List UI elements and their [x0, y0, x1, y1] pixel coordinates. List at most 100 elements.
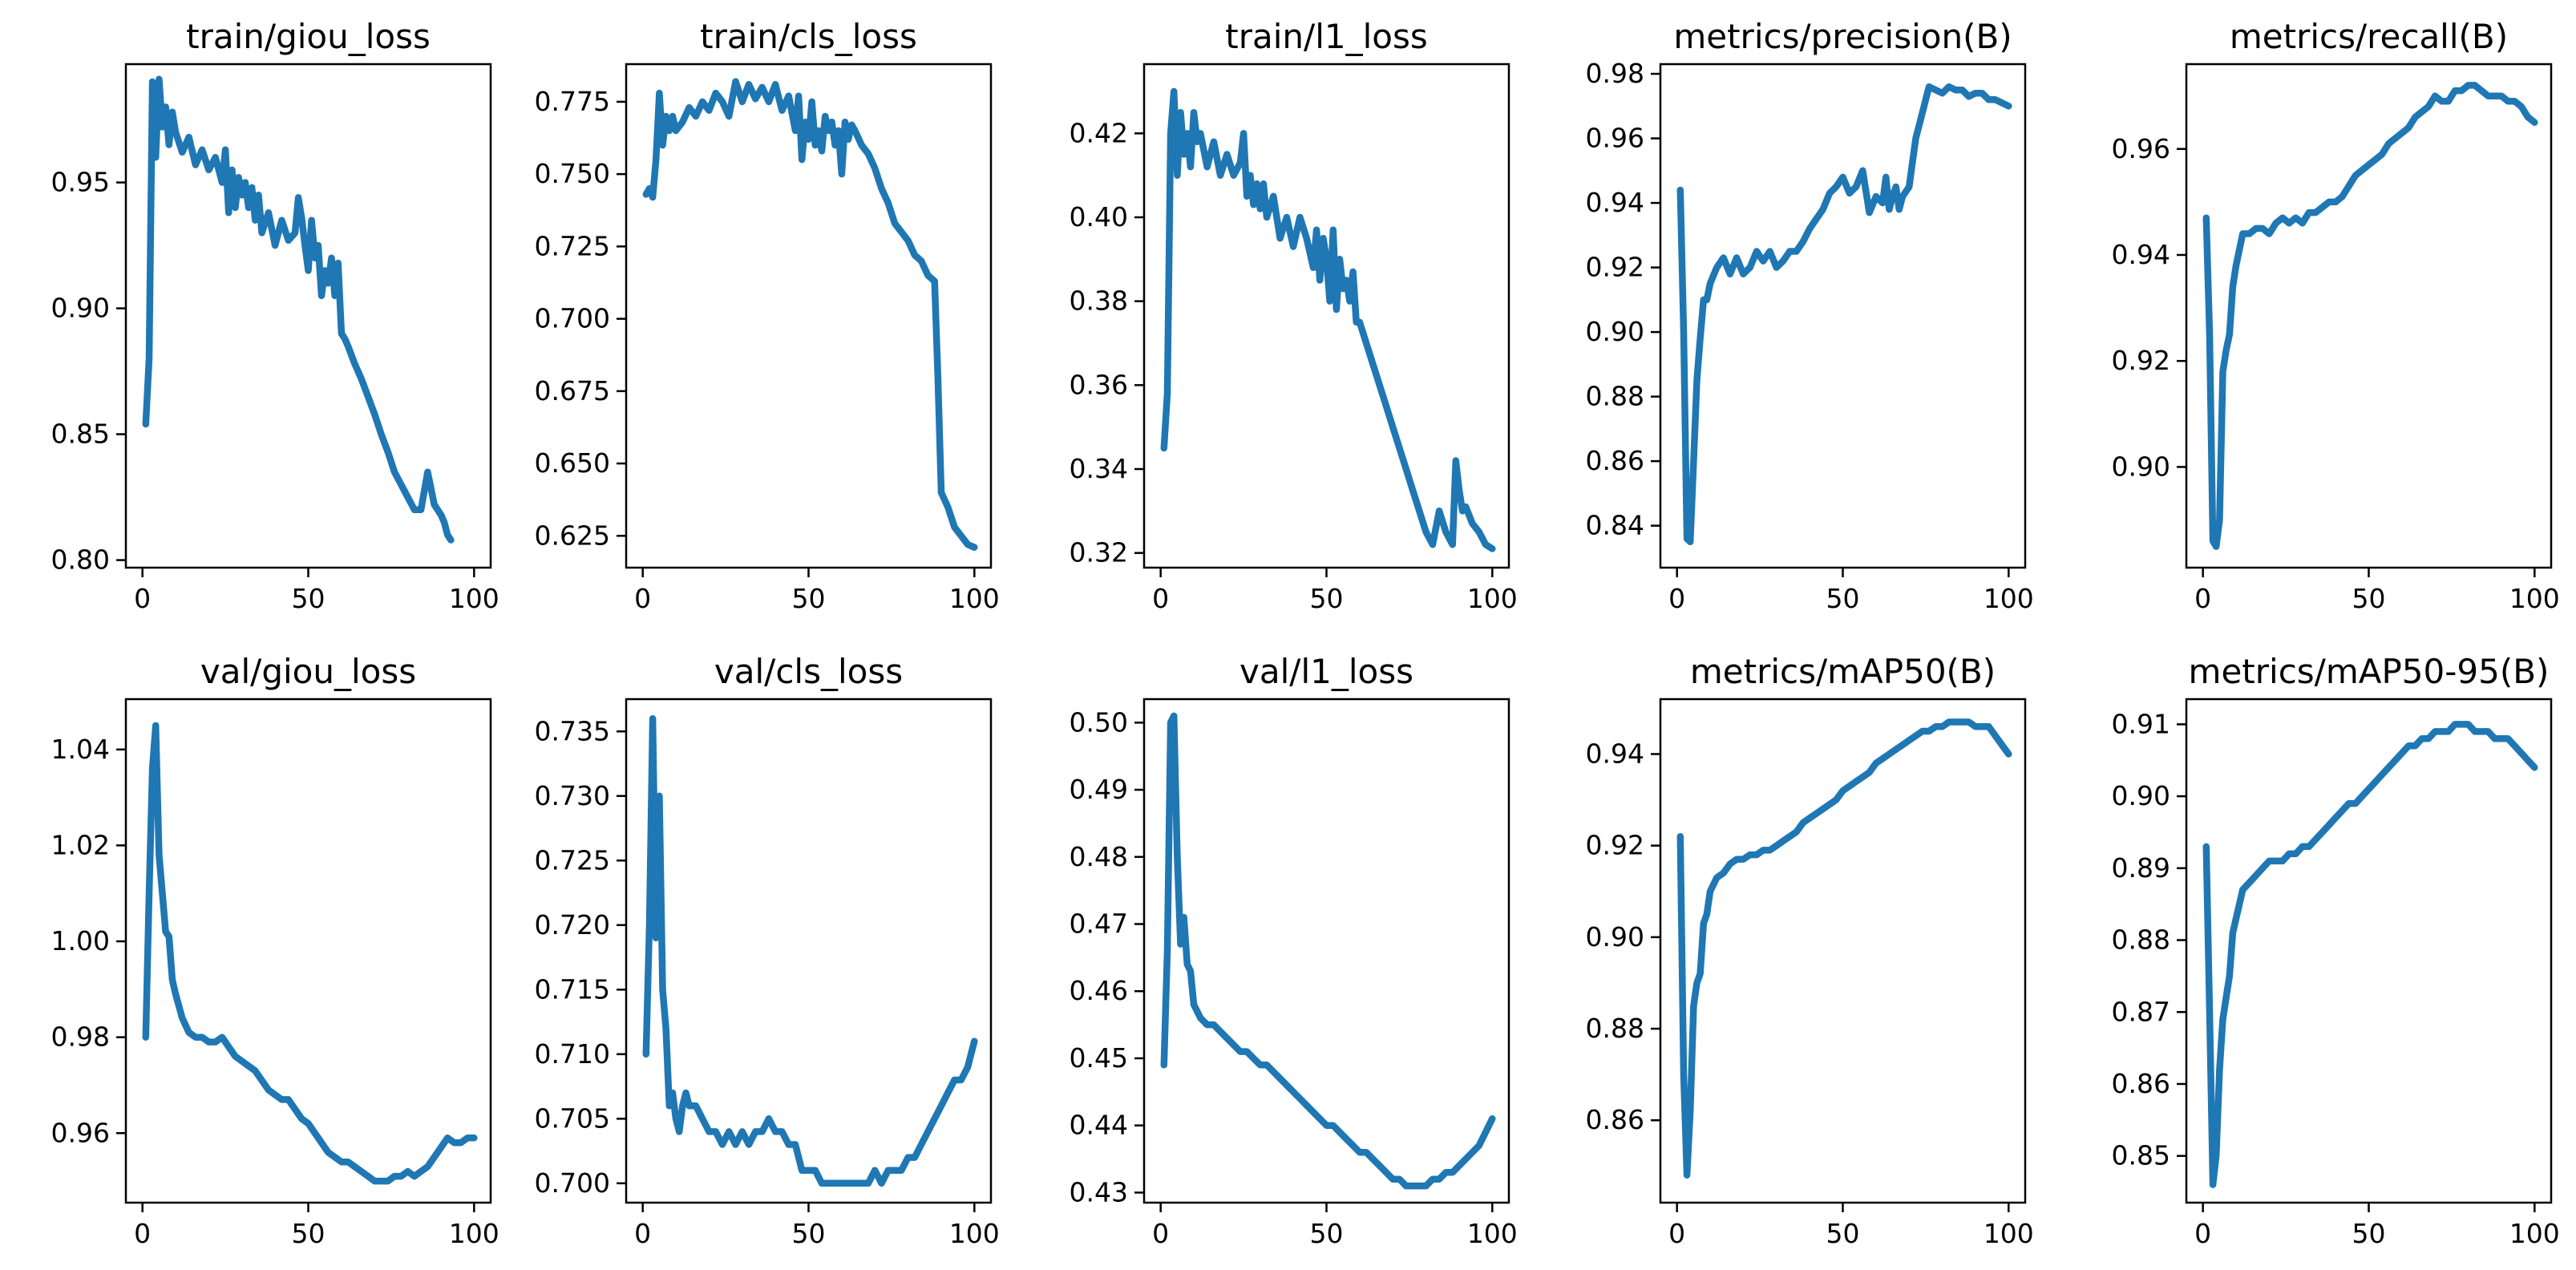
chart-title: val/cls_loss: [714, 652, 903, 691]
series-line: [142, 75, 455, 544]
x-tick-label: 100: [1467, 1218, 1518, 1249]
y-tick-label: 0.730: [535, 780, 610, 811]
x-tick-label: 100: [1984, 583, 2034, 614]
y-tick-label: 0.98: [51, 1021, 110, 1053]
y-tick-label: 0.47: [1070, 908, 1128, 940]
y-tick-label: 0.34: [1070, 453, 1128, 484]
y-tick-label: 1.04: [51, 734, 110, 765]
series-line: [1676, 718, 2012, 1179]
y-tick-label: 0.650: [535, 447, 610, 479]
x-tick-label: 50: [292, 1218, 326, 1249]
y-tick-label: 0.88: [2112, 924, 2170, 956]
x-tick-label: 0: [134, 583, 151, 614]
y-tick-label: 0.80: [51, 544, 110, 576]
axes-frame: [1659, 63, 2027, 569]
y-tick-label: 0.88: [1586, 381, 1644, 412]
y-tick-label: 0.92: [1586, 830, 1644, 861]
y-tick-label: 0.44: [1070, 1110, 1128, 1141]
x-tick-label: 50: [792, 1218, 826, 1249]
y-tick-label: 0.750: [535, 158, 610, 189]
y-tick-label: 0.96: [1586, 123, 1644, 154]
series-line: [2202, 721, 2538, 1188]
y-tick-label: 0.90: [51, 293, 110, 324]
x-tick-label: 100: [2509, 1218, 2560, 1249]
y-tick-label: 0.45: [1070, 1042, 1128, 1074]
y-tick-label: 1.02: [51, 829, 110, 860]
y-tick-label: 0.94: [1586, 187, 1644, 218]
chart-title: metrics/mAP50-95(B): [2189, 652, 2550, 691]
y-tick-label: 0.96: [2112, 133, 2170, 164]
x-tick-label: 0: [634, 583, 651, 614]
chart-panel-6: val/cls_loss 0 50 100 0.700 0.705 0.710 0.715 0.…: [535, 652, 1000, 1249]
chart-title: metrics/precision(B): [1673, 17, 2012, 56]
x-tick-label: 100: [1984, 1218, 2034, 1249]
series-line: [642, 78, 978, 551]
y-tick-label: 0.96: [51, 1117, 110, 1148]
axes-frame: [2185, 63, 2553, 569]
y-tick-label: 0.89: [2112, 852, 2170, 884]
chart-title: train/giou_loss: [186, 17, 431, 56]
chart-panel-8: metrics/mAP50(B) 0 50 100 0.86 0.88 0.90 0.92 0.…: [1586, 652, 2034, 1249]
series-line: [2202, 82, 2538, 550]
x-tick-label: 50: [292, 583, 326, 614]
x-tick-label: 50: [1310, 1218, 1344, 1249]
y-tick-label: 0.90: [2112, 451, 2170, 482]
x-tick-label: 0: [134, 1218, 151, 1249]
chart-panel-1: train/cls_loss 0 50 100 0.625 0.650 0.675 0.700…: [535, 17, 1000, 614]
y-tick-label: 0.700: [535, 1167, 610, 1199]
y-tick-label: 0.40: [1070, 201, 1128, 233]
x-tick-label: 100: [949, 583, 1000, 614]
y-tick-label: 0.90: [1586, 921, 1644, 952]
series-line: [1160, 712, 1496, 1190]
x-tick-label: 50: [792, 583, 826, 614]
x-tick-label: 0: [1668, 1218, 1685, 1249]
x-tick-label: 0: [1668, 583, 1685, 614]
y-tick-label: 0.675: [535, 375, 610, 406]
y-tick-label: 0.725: [535, 844, 610, 876]
x-tick-label: 0: [634, 1218, 651, 1249]
y-tick-label: 0.86: [2112, 1068, 2170, 1099]
chart-title: val/l1_loss: [1239, 652, 1413, 691]
chart-title: train/l1_loss: [1225, 17, 1427, 56]
chart-panel-2: train/l1_loss 0 50 100 0.32 0.34 0.36 0.38 0.40 0…: [1070, 17, 1518, 614]
chart-title: val/giou_loss: [200, 652, 416, 691]
y-tick-label: 0.86: [1586, 445, 1644, 476]
y-tick-label: 0.43: [1070, 1176, 1128, 1207]
axes-frame: [1659, 698, 2027, 1204]
chart-title: metrics/recall(B): [2230, 17, 2508, 56]
y-tick-label: 0.710: [535, 1038, 610, 1070]
y-tick-label: 1.00: [51, 925, 110, 957]
y-tick-label: 0.94: [2112, 239, 2170, 270]
y-tick-label: 0.735: [535, 715, 610, 746]
y-tick-label: 0.86: [1586, 1104, 1644, 1135]
y-tick-label: 0.84: [1586, 510, 1644, 541]
series-line: [1160, 87, 1496, 552]
y-tick-label: 0.705: [535, 1102, 610, 1134]
y-tick-label: 0.48: [1070, 841, 1128, 872]
chart-panel-5: val/giou_loss 0 50 100 0.96 0.98 1.00 1.02 1.04: [51, 652, 499, 1249]
y-tick-label: 0.85: [2112, 1140, 2170, 1171]
x-tick-label: 100: [2509, 583, 2560, 614]
x-tick-label: 50: [1310, 583, 1344, 614]
y-tick-label: 0.92: [1586, 252, 1644, 283]
x-tick-label: 100: [449, 1218, 499, 1249]
y-tick-label: 0.775: [535, 86, 610, 117]
y-tick-label: 0.91: [2112, 708, 2170, 739]
chart-panel-4: metrics/recall(B) 0 50 100 0.90 0.92 0.94 0.96: [2112, 17, 2560, 614]
series-line: [1676, 83, 2012, 546]
series-line: [642, 714, 978, 1187]
x-tick-label: 0: [2194, 583, 2211, 614]
y-tick-label: 0.715: [535, 973, 610, 1005]
chart-panel-0: train/giou_loss 0 50 100 0.80 0.85 0.90 0.95: [51, 17, 499, 614]
y-tick-label: 0.625: [535, 520, 610, 551]
axes-frame: [2185, 698, 2553, 1204]
y-tick-label: 0.700: [535, 303, 610, 334]
x-tick-label: 50: [1826, 583, 1860, 614]
y-tick-label: 0.50: [1070, 706, 1128, 738]
y-tick-label: 0.725: [535, 230, 610, 261]
x-tick-label: 50: [2352, 1218, 2386, 1249]
y-tick-label: 0.36: [1070, 369, 1128, 400]
y-tick-label: 0.92: [2112, 345, 2170, 376]
chart-panel-9: metrics/mAP50-95(B) 0 50 100 0.85 0.86 0.87 0.8…: [2112, 652, 2560, 1249]
y-tick-label: 0.90: [1586, 316, 1644, 347]
